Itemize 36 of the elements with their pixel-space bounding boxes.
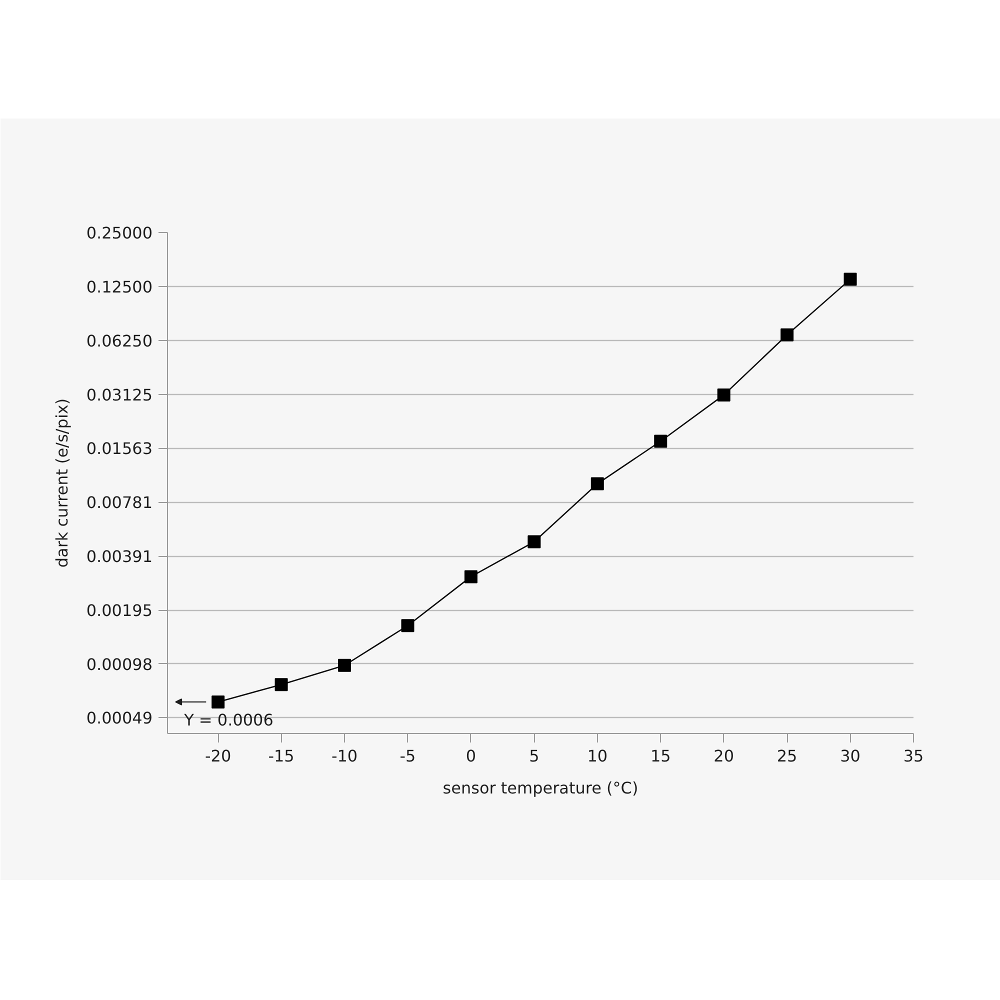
x-tick-label: 25 <box>776 746 798 766</box>
x-tick-label: 30 <box>840 746 860 766</box>
point <box>654 434 668 448</box>
x-tick-label: 0 <box>466 746 476 766</box>
y-tick-label: 0.06250 <box>86 331 153 350</box>
point <box>212 695 225 708</box>
point <box>464 570 478 584</box>
point <box>717 388 730 402</box>
point <box>401 619 414 632</box>
point <box>844 272 857 286</box>
y-tick-label: 0.03125 <box>86 385 153 404</box>
point <box>338 658 352 672</box>
x-tick-label: -15 <box>268 746 294 766</box>
x-tick-label: 5 <box>529 746 540 766</box>
annotation: Y = 0.0006 <box>183 710 274 730</box>
x-axis-title: sensor temperature (°C) <box>442 778 638 798</box>
x-tick-label: 20 <box>714 746 734 766</box>
point <box>780 328 794 342</box>
y-tick-label: 0.00049 <box>86 708 153 728</box>
x-tick-label: -20 <box>205 746 232 766</box>
y-tick-label: 0.00391 <box>86 547 153 566</box>
x-tick-label: 10 <box>587 746 608 766</box>
y-tick-label: 0.00098 <box>86 654 153 674</box>
point <box>274 678 288 692</box>
y-tick-label: 0.00781 <box>86 493 153 512</box>
x-tick-label: -5 <box>400 746 416 766</box>
point <box>590 477 604 490</box>
y-tick-label: 0.12500 <box>86 277 153 296</box>
x-tick-label: 15 <box>650 746 671 766</box>
y-tick-label: 0.01563 <box>86 439 153 458</box>
y-tick-label: 0.00195 <box>86 601 153 620</box>
y-tick-label: 0.25000 <box>86 224 153 242</box>
y-axis-title: dark current (e/s/pix) <box>52 398 72 568</box>
x-tick-label: 35 <box>903 746 924 766</box>
point <box>528 535 541 548</box>
x-tick-label: -10 <box>331 746 358 766</box>
